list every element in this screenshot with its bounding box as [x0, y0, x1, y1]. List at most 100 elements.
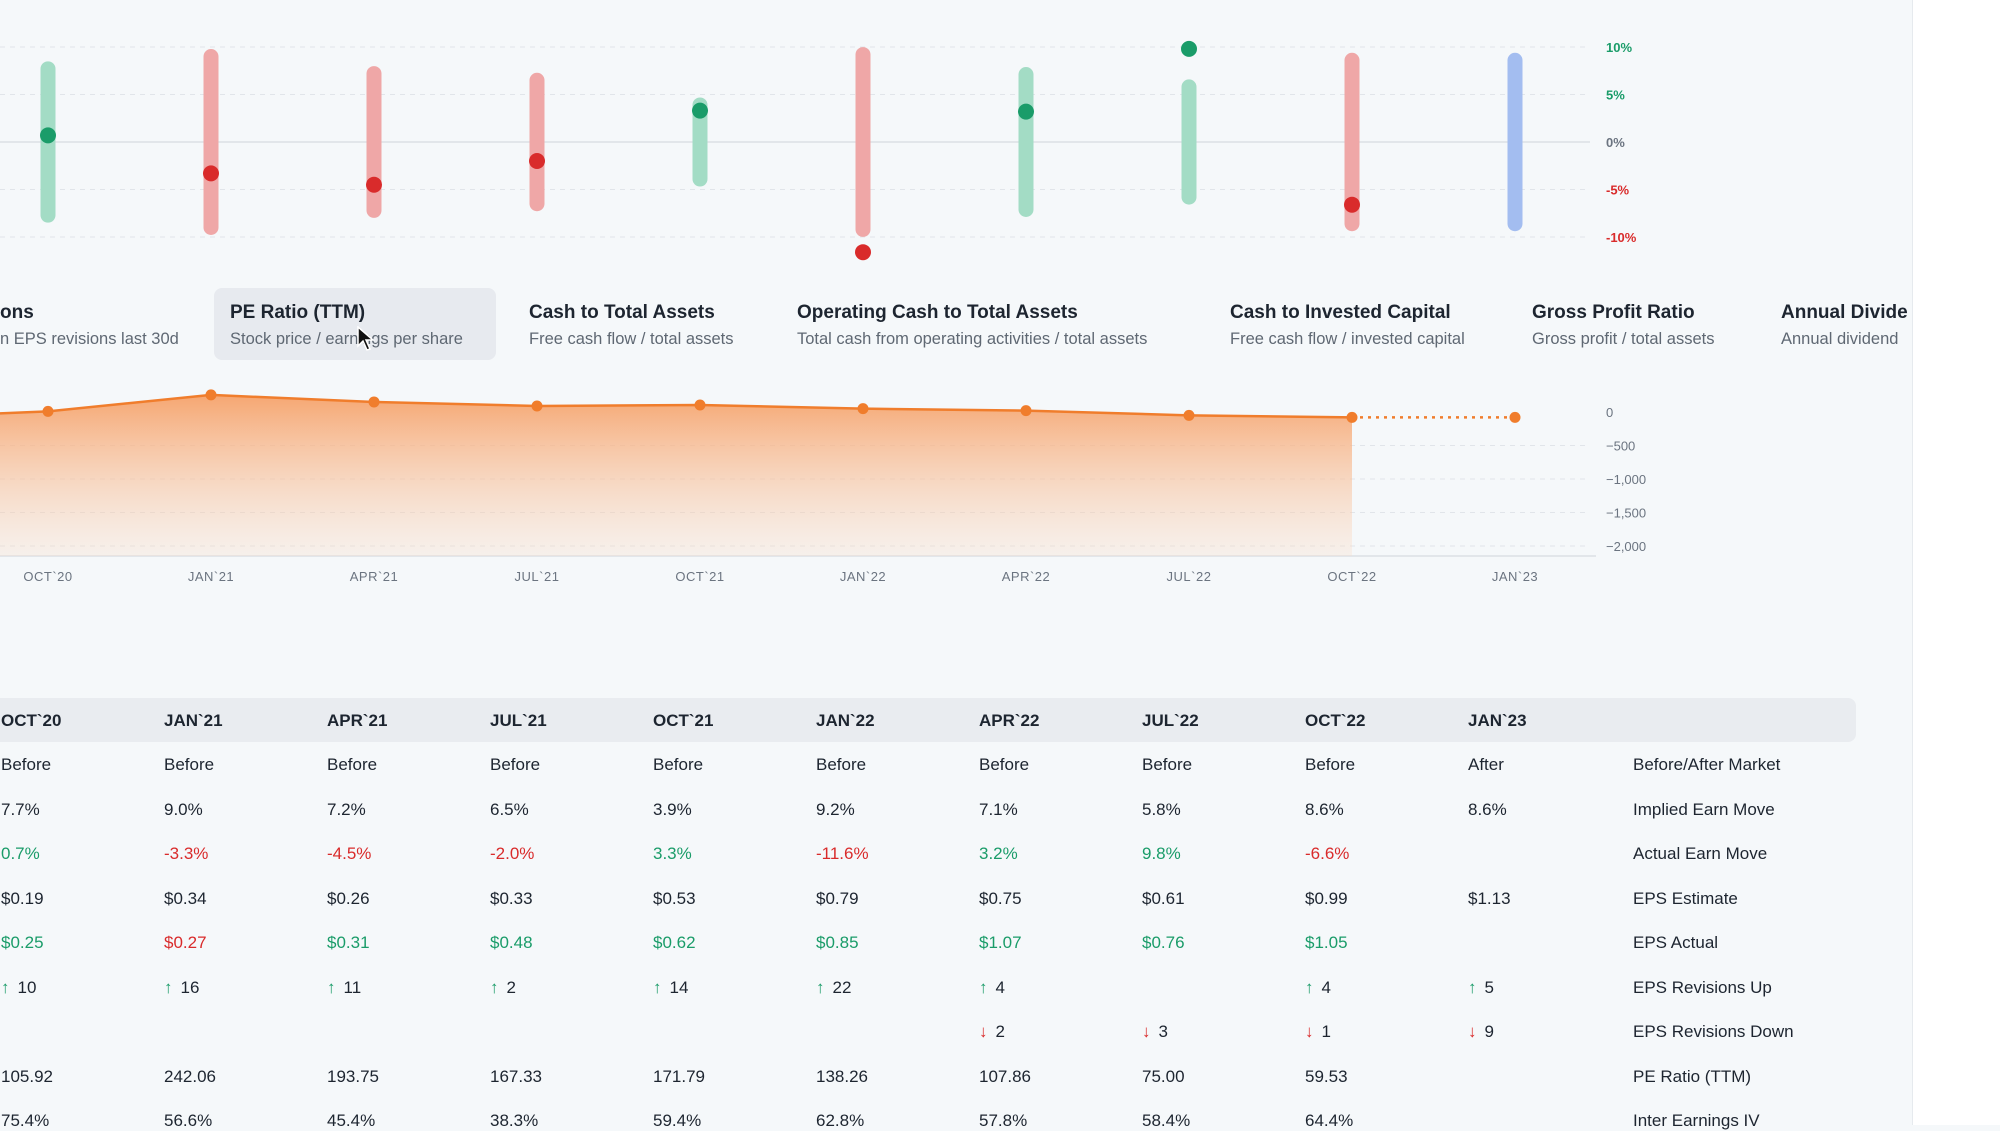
table-cell: 193.75 [327, 1066, 379, 1086]
table-cell: ↑ 10 [1, 978, 36, 998]
table-cell: 5.8% [1142, 799, 1181, 819]
arrow-up-icon: ↑ [816, 977, 825, 997]
table-cell: ↑ 16 [164, 978, 199, 998]
x-tick-label: JAN`23 [1492, 569, 1538, 584]
table-cell: $0.79 [816, 888, 859, 908]
metric-tab-4[interactable]: Cash to Invested Capital Free cash flow /… [1214, 288, 1481, 360]
table-cell: 138.26 [816, 1066, 868, 1086]
table-cell: 107.86 [979, 1066, 1031, 1086]
metric-tab-2[interactable]: Cash to Total Assets Free cash flow / tot… [513, 288, 750, 360]
metric-tab-subtitle: Annual dividend [1781, 330, 1899, 348]
actual-move-dot [1018, 103, 1034, 120]
table-cell: 56.6% [164, 1111, 213, 1130]
x-tick-label: JUL`21 [515, 569, 560, 584]
table-header-cell: JUL`22 [1142, 711, 1199, 730]
arrow-down-icon: ↓ [1468, 1022, 1477, 1041]
table-cell: 3.3% [653, 844, 692, 863]
table-header-cell: OCT`20 [1, 711, 62, 730]
arrow-down-icon: ↓ [1142, 1022, 1151, 1041]
metric-tab-3[interactable]: Operating Cash to Total Assets Total cash… [781, 288, 1163, 360]
metric-tab-1[interactable]: PE Ratio (TTM) Stock price / earnings per… [214, 288, 496, 360]
metric-tab-title: Gross Profit Ratio [1532, 302, 1695, 323]
table-cell: 58.4% [1142, 1111, 1191, 1130]
table-row-label: EPS Actual [1633, 933, 1719, 952]
x-tick-label: APR`22 [1002, 569, 1051, 584]
data-point [857, 403, 869, 415]
revision-count: 22 [832, 977, 852, 997]
table-cell: 0.7% [1, 844, 40, 863]
table-cell: $0.85 [816, 933, 859, 952]
actual-move-dot [1344, 196, 1360, 213]
table-cell: $0.75 [979, 888, 1022, 908]
table-row-label: EPS Revisions Down [1633, 1022, 1794, 1041]
table-cell: $0.25 [1, 933, 44, 952]
revision-count: 2 [995, 1022, 1005, 1041]
arrow-up-icon: ↑ [327, 977, 336, 997]
actual-move-dot [529, 153, 545, 169]
series-line [0, 393, 1353, 419]
table-cell: $0.33 [490, 888, 533, 908]
table-cell: ↓ 1 [1305, 1022, 1331, 1042]
table-cell: 7.2% [327, 799, 366, 819]
arrow-up-icon: ↑ [490, 977, 499, 997]
arrow-down-icon: ↓ [1305, 1022, 1314, 1041]
actual-move-dot [692, 102, 708, 119]
table-cell: 62.8% [816, 1111, 865, 1130]
metric-tab-5[interactable]: Gross Profit Ratio Gross profit / total a… [1516, 288, 1730, 360]
table-header-cell: JUL`21 [490, 711, 547, 730]
actual-move-dot [1181, 40, 1197, 57]
table-cell: $0.27 [164, 933, 207, 952]
y-tick-label: 0 [1606, 405, 1613, 420]
table-cell: -2.0% [490, 844, 535, 863]
table-cell: 59.4% [653, 1111, 702, 1130]
actual-move-dot [40, 127, 56, 144]
y-tick-label: 5% [1606, 88, 1625, 103]
table-header-cell: JAN`23 [1468, 711, 1527, 730]
table-cell: $0.34 [164, 888, 207, 908]
y-tick-label: −1,000 [1606, 472, 1646, 487]
table-cell: 105.92 [1, 1066, 53, 1086]
table-cell: Before [490, 755, 541, 774]
data-point [205, 389, 217, 401]
table-cell: ↑ 11 [327, 978, 361, 998]
table-cell: Before [653, 755, 704, 774]
table-cell: 3.2% [979, 844, 1018, 863]
table-cell: 75.00 [1142, 1066, 1185, 1086]
revision-count: 14 [669, 977, 689, 997]
table-cell: $0.76 [1142, 933, 1185, 952]
revision-count: 4 [995, 977, 1005, 997]
table-cell: 9.2% [816, 799, 855, 819]
metric-tab-6[interactable]: Annual Divide Annual dividend [1765, 288, 1912, 360]
table-cell: ↑ 4 [1305, 978, 1331, 998]
table-header-row [0, 698, 1856, 742]
table-cell: $0.48 [490, 933, 533, 952]
table-cell: 57.8% [979, 1111, 1028, 1130]
x-tick-label: OCT`21 [675, 569, 724, 584]
arrow-up-icon: ↑ [979, 977, 988, 997]
table-cell: ↑ 14 [653, 978, 688, 998]
data-point [368, 396, 380, 408]
table-cell: Before [979, 755, 1030, 774]
revision-count: 5 [1484, 977, 1494, 997]
revision-count: 10 [17, 977, 37, 997]
table-cell: $1.07 [979, 933, 1022, 952]
x-tick-label: JAN`22 [840, 569, 886, 584]
table-cell: 167.33 [490, 1066, 542, 1086]
table-cell: 9.8% [1142, 844, 1181, 863]
metric-tab-subtitle: n EPS revisions last 30d [0, 330, 179, 348]
metric-tab-subtitle: Free cash flow / total assets [529, 330, 734, 348]
table-cell: $0.99 [1305, 888, 1348, 908]
y-tick-label: -5% [1606, 183, 1630, 198]
y-tick-label: −1,500 [1606, 506, 1646, 521]
metric-tab-0[interactable]: ons n EPS revisions last 30d [0, 288, 195, 360]
revision-count: 4 [1321, 977, 1331, 997]
table-cell: ↓ 2 [979, 1022, 1005, 1042]
table-row-label: Inter Earnings IV [1633, 1111, 1760, 1130]
table-cell: 171.79 [653, 1066, 705, 1086]
revision-count: 3 [1158, 1022, 1168, 1041]
table-header-cell: APR`22 [979, 711, 1040, 730]
metric-tab-title: PE Ratio (TTM) [230, 302, 366, 323]
table-cell: $0.53 [653, 888, 696, 908]
table-cell: 8.6% [1305, 799, 1344, 819]
table-cell: ↑ 22 [816, 978, 851, 998]
